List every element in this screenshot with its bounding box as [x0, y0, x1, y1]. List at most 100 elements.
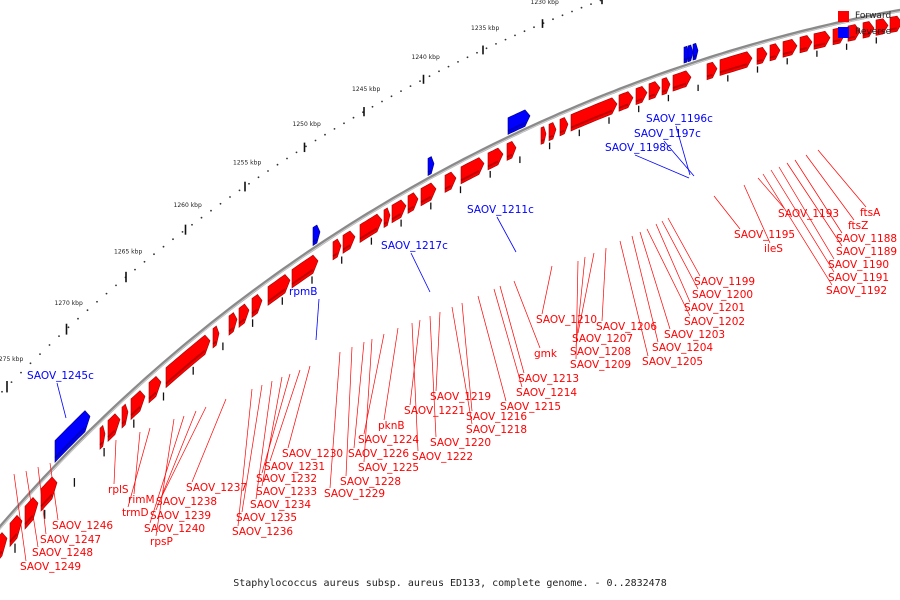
leader-line — [794, 159, 843, 234]
ruler-dot — [10, 381, 13, 383]
gene-shade — [847, 35, 856, 40]
forward-gene-label: SAOV_1200 — [692, 289, 753, 301]
gene-shade — [212, 340, 217, 345]
forward-gene — [148, 375, 162, 404]
forward-gene-label: ftsA — [860, 207, 881, 219]
legend-item-reverse: Reverse — [838, 24, 891, 40]
forward-gene — [391, 199, 407, 224]
ruler-dot — [153, 253, 155, 256]
forward-gene-label: SAOV_1188 — [836, 233, 897, 245]
gene-shade — [769, 55, 776, 59]
forward-gene — [9, 514, 23, 548]
forward-gene — [342, 230, 356, 254]
leader-line — [493, 288, 523, 388]
legend: Forward Reverse — [838, 8, 891, 40]
leader-line — [127, 427, 151, 508]
leader-line — [655, 223, 691, 303]
forward-gene — [635, 85, 648, 106]
ruler-dot — [248, 182, 250, 185]
forward-gene — [756, 46, 768, 65]
ruler-dot — [238, 189, 241, 192]
forward-gene-label: ileS — [764, 243, 783, 255]
ruler-dot — [305, 145, 307, 148]
ruler-dot — [39, 353, 41, 355]
kbp-ticks: 1205 kbp1210 kbp1215 kbp1220 kbp1225 kbp… — [0, 0, 603, 393]
leader-line — [261, 373, 291, 474]
leader-line — [287, 365, 311, 449]
kbp-label: 1270 kbp — [55, 300, 83, 307]
forward-gene-label: SAOV_1215 — [500, 401, 561, 413]
ruler-dot — [485, 47, 488, 50]
forward-gene-label: SAOV_1220 — [430, 437, 491, 449]
leader-line — [237, 388, 253, 527]
forward-gene-label: SAOV_1214 — [516, 387, 577, 399]
ruler-dot — [514, 34, 516, 37]
forward-gene-label: trmD — [122, 507, 149, 519]
ruler-dot — [428, 75, 431, 78]
ruler-dot — [523, 30, 526, 33]
gene-shade — [618, 103, 629, 109]
reverse-gene-label: SAOV_1198c — [605, 142, 672, 154]
ruler-dot — [476, 51, 478, 54]
forward-gene-label: SAOV_1199 — [694, 276, 755, 288]
gene-shade — [559, 129, 565, 134]
gene-shade — [54, 426, 86, 459]
forward-gene-label: pknB — [378, 420, 405, 432]
gene-shade — [342, 244, 351, 251]
forward-gene-label: SAOV_1210 — [536, 314, 597, 326]
leader-line — [817, 149, 867, 208]
forward-gene-label: SAOV_1240 — [144, 523, 205, 535]
forward-gene-label: SAOV_1218 — [466, 424, 527, 436]
gene-shade — [107, 429, 116, 438]
leader-line — [575, 256, 586, 347]
forward-gene — [130, 390, 146, 421]
forward-gene-label: SAOV_1239 — [150, 510, 211, 522]
reverse-gene-label: SAOV_1211c — [467, 204, 534, 216]
kbp-label: 1245 kbp — [352, 86, 380, 93]
kbp-label: 1265 kbp — [114, 249, 142, 256]
gene-shade — [635, 98, 643, 103]
gene-shade — [719, 63, 748, 74]
forward-gene-label: SAOV_1209 — [570, 359, 631, 371]
forward-gene-label: SAOV_1224 — [358, 434, 419, 446]
kbp-label: 1255 kbp — [233, 160, 261, 167]
gene-shade — [813, 42, 826, 48]
forward-gene-label: SAOV_1204 — [652, 342, 713, 354]
gene-shade — [661, 89, 667, 93]
forward-gene — [719, 51, 753, 76]
leader-line — [646, 228, 691, 317]
ruler-dot — [143, 260, 146, 263]
leader-line — [601, 247, 607, 322]
ruler-dot — [191, 223, 193, 226]
kbp-label: 1250 kbp — [293, 121, 321, 128]
gene-shade — [692, 55, 697, 58]
forward-gene-label: SAOV_1192 — [826, 285, 887, 297]
gene-shade — [460, 170, 480, 182]
ruler-dot — [343, 122, 345, 125]
reverse-gene — [427, 156, 435, 177]
gene-features — [0, 15, 900, 559]
ruler-dot — [466, 56, 469, 59]
ruler-dot — [381, 100, 383, 103]
gene-shade — [570, 109, 613, 129]
gene-shade — [383, 221, 388, 225]
leader-line — [541, 265, 553, 315]
ruler-dot — [172, 238, 174, 241]
reverse-gene-label: SAOV_1196c — [646, 113, 713, 125]
gene-shade — [407, 205, 415, 211]
forward-gene — [706, 61, 718, 81]
leader-line — [345, 346, 353, 477]
gene-shade — [24, 514, 34, 526]
ruler-dot — [409, 85, 412, 87]
forward-gene — [228, 312, 238, 336]
leader-line — [770, 169, 835, 273]
leader-line — [743, 184, 771, 244]
leader-line — [496, 216, 517, 253]
leader-line — [261, 376, 283, 487]
ruler-dot — [115, 284, 117, 287]
backbone-line — [0, 8, 900, 530]
leader-line — [269, 369, 301, 462]
forward-gene — [460, 157, 485, 185]
ruler-dot — [447, 65, 450, 68]
